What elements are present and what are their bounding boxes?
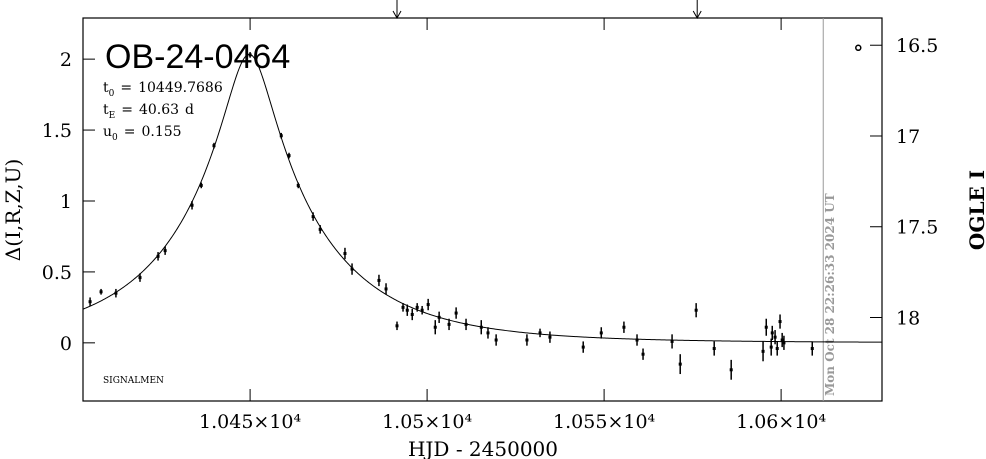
data-point	[764, 325, 768, 329]
date-label: Mon Oct 28 22:26:33 2024 UT	[823, 193, 837, 396]
data-point	[780, 338, 784, 342]
fit-parameter: u0 = 0.155	[103, 124, 182, 143]
param-value: 10449.7686	[138, 80, 223, 96]
data-point	[494, 338, 498, 342]
param-subscript: 0	[109, 89, 115, 99]
data-point	[99, 290, 103, 294]
plot-frame	[82, 17, 883, 402]
data-point	[287, 154, 291, 158]
y2-tick-label: 16.5	[896, 35, 938, 57]
data-point	[384, 287, 388, 291]
y-tick-label: 2	[60, 49, 72, 71]
param-symbol: t	[103, 80, 109, 96]
x-tick-label: 1.055×10⁴	[553, 411, 655, 433]
data-point	[426, 303, 430, 307]
data-point	[479, 325, 483, 329]
data-point	[548, 335, 552, 339]
data-point	[525, 338, 529, 342]
data-point	[199, 183, 203, 187]
y-axis-label: Δ(I,R,Z,U)	[1, 159, 25, 261]
y-tick-label: 1.5	[42, 120, 72, 142]
data-point	[775, 347, 779, 351]
data-point	[410, 312, 414, 316]
data-point	[405, 308, 409, 312]
param-eq: =	[121, 102, 133, 118]
data-point	[782, 341, 786, 345]
data-point	[114, 291, 118, 295]
param-value: 40.63	[139, 102, 179, 118]
data-point	[343, 251, 347, 255]
data-point	[279, 134, 283, 138]
y-tick-label: 0.5	[42, 262, 72, 284]
data-point	[163, 249, 167, 253]
param-subscript: 0	[112, 133, 118, 143]
fit-parameter: tE = 40.63 d	[103, 102, 194, 121]
x-tick-label: 1.06×10⁴	[736, 411, 826, 433]
epoch-marker-head	[392, 10, 402, 20]
param-value: 0.155	[142, 124, 182, 140]
data-point	[377, 278, 381, 282]
data-point	[420, 308, 424, 312]
data-point	[810, 347, 814, 351]
param-unit: d	[185, 102, 194, 118]
data-point	[635, 338, 639, 342]
outlier-point	[855, 44, 862, 52]
x-axis-label: HJD - 2450000	[408, 437, 558, 459]
epoch-marker-head	[692, 10, 702, 20]
data-point	[138, 276, 142, 280]
data-point	[761, 349, 765, 353]
param-symbol: t	[103, 102, 109, 118]
data-point	[190, 203, 194, 207]
fit-parameter: t0 = 10449.7686	[103, 80, 223, 99]
x-tick-label: 1.05×10⁴	[382, 411, 472, 433]
y2-tick-label: 17.5	[896, 217, 938, 239]
data-point	[401, 305, 405, 309]
data-point	[778, 320, 782, 324]
data-point	[622, 325, 626, 329]
data-point	[88, 300, 92, 304]
data-point	[581, 345, 585, 349]
y-tick-label: 0	[60, 333, 72, 355]
data-point	[694, 308, 698, 312]
data-point	[770, 331, 774, 335]
chart-title: OB-24-0464	[105, 38, 290, 76]
data-point	[464, 322, 468, 326]
data-point	[538, 331, 542, 335]
data-point	[415, 305, 419, 309]
data-point	[773, 335, 777, 339]
data-point	[447, 322, 451, 326]
data-point	[599, 331, 603, 335]
footnote: SIGNALMEN	[103, 376, 164, 386]
data-point	[318, 227, 322, 231]
param-subscript: E	[109, 111, 116, 121]
data-point	[769, 345, 773, 349]
data-point	[156, 254, 160, 258]
y2-tick-label: 18	[896, 308, 920, 330]
x-tick-label: 1.045×10⁴	[199, 411, 301, 433]
data-point	[454, 311, 458, 315]
param-eq: =	[124, 124, 136, 140]
data-point	[486, 331, 490, 335]
data-point	[641, 352, 645, 356]
data-point	[296, 183, 300, 187]
data-point	[248, 53, 252, 57]
data-point	[729, 368, 733, 372]
param-symbol: u	[103, 124, 112, 140]
data-point	[678, 362, 682, 366]
data-point	[212, 144, 216, 148]
data-point	[433, 325, 437, 329]
data-point	[670, 339, 674, 343]
y2-axis-label: OGLE I	[965, 170, 986, 250]
data-point	[437, 315, 441, 319]
model-curve	[82, 53, 883, 343]
data-point	[712, 347, 716, 351]
y-tick-label: 1	[60, 191, 72, 213]
data-point	[350, 267, 354, 271]
param-eq: =	[120, 80, 132, 96]
data-point	[311, 215, 315, 219]
data-point	[395, 324, 399, 328]
y2-tick-label: 17	[896, 126, 920, 148]
